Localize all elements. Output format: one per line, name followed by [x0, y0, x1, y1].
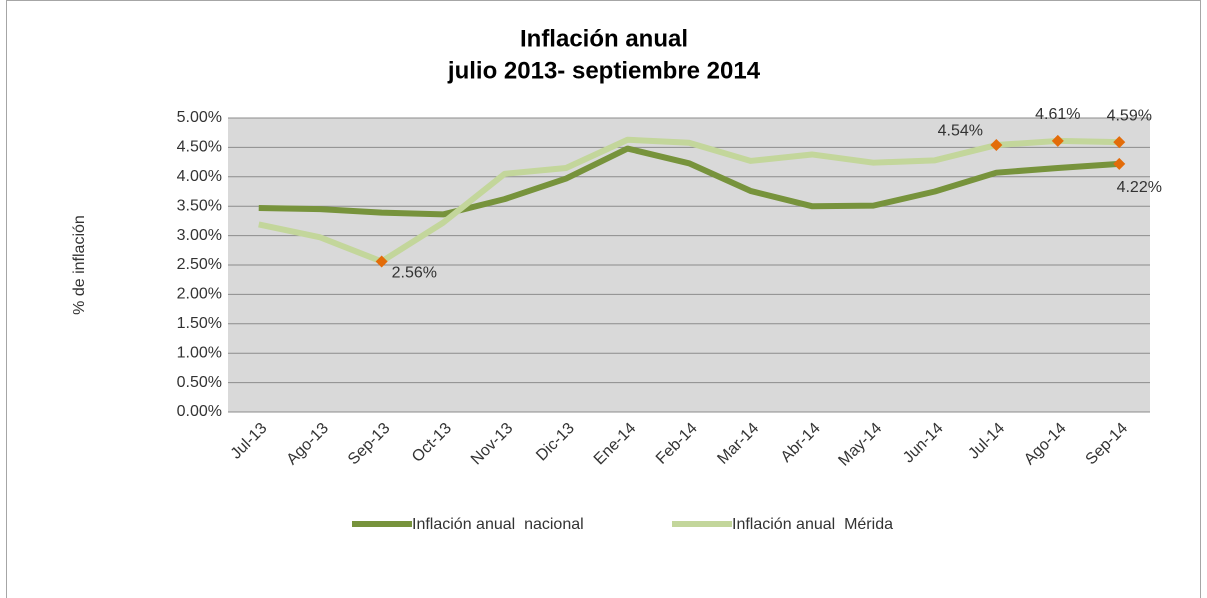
chart-title: Inflación anual	[520, 25, 688, 52]
y-tick-label: 2.00%	[177, 286, 222, 303]
y-tick-label: 3.50%	[177, 197, 222, 214]
legend-label: Inflación anual Mérida	[732, 516, 893, 533]
data-marker	[990, 139, 1003, 152]
data-label: 2.56%	[392, 265, 437, 282]
data-marker	[375, 255, 388, 268]
chart-subtitle: julio 2013- septiembre 2014	[447, 57, 761, 84]
data-marker	[1051, 134, 1064, 147]
y-tick-label: 2.50%	[177, 256, 222, 273]
data-label: 4.61%	[1035, 106, 1080, 123]
y-axis-title: % de inflación	[71, 215, 88, 315]
data-label: 4.22%	[1117, 179, 1162, 196]
y-tick-label: 0.50%	[177, 374, 222, 391]
series-line	[258, 136, 1120, 265]
y-tick-label: 5.00%	[177, 109, 222, 126]
y-tick-label: 4.50%	[177, 139, 222, 156]
y-tick-label: 1.00%	[177, 344, 222, 361]
y-tick-label: 3.00%	[177, 227, 222, 244]
data-label: 4.59%	[1107, 107, 1152, 124]
data-marker	[1113, 157, 1126, 170]
data-label: 4.54%	[938, 122, 983, 139]
series-line	[258, 145, 1120, 218]
data-marker	[1113, 136, 1126, 149]
y-tick-label: 0.00%	[177, 403, 222, 420]
legend-label: Inflación anual nacional	[412, 516, 584, 533]
y-tick-label: 1.50%	[177, 315, 222, 332]
y-tick-label: 4.00%	[177, 168, 222, 185]
